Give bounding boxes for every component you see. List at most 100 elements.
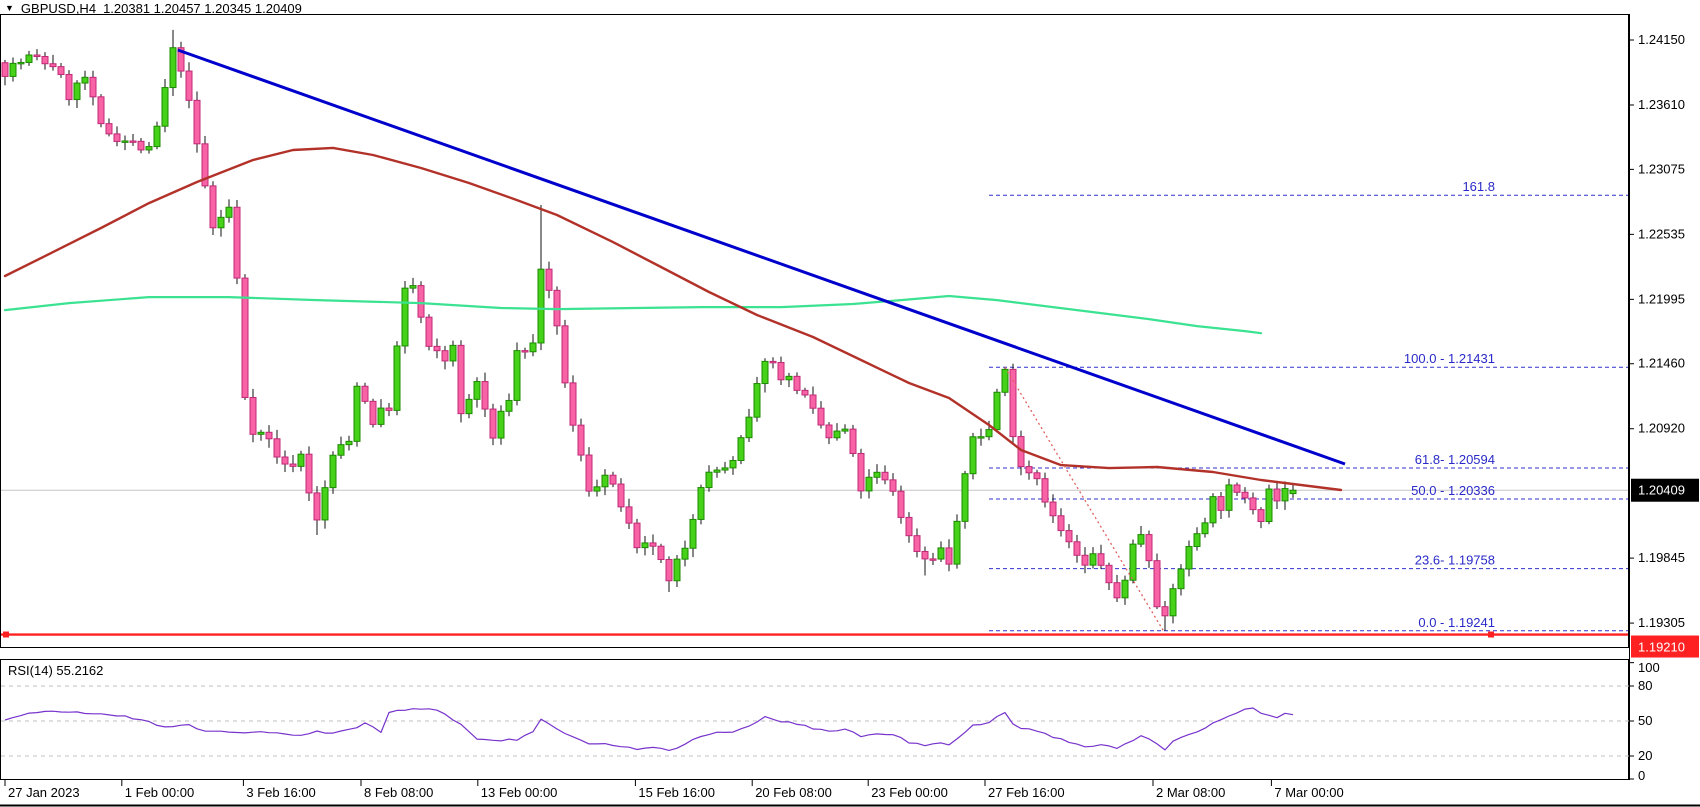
- candle-bull: [497, 410, 505, 439]
- candle-bear: [817, 407, 825, 426]
- candle-bear: [1153, 560, 1161, 608]
- candle-bull: [1177, 568, 1185, 590]
- rsi-tick-label: 80: [1638, 678, 1652, 693]
- time-tick-label: 15 Feb 16:00: [638, 785, 715, 800]
- candle-bull: [713, 469, 721, 473]
- horizontal-support-line[interactable]: [0, 631, 1629, 638]
- candle-bull: [601, 474, 609, 488]
- candle-bull: [745, 416, 753, 439]
- candle-bear: [577, 424, 585, 456]
- candle-bull: [393, 345, 401, 411]
- candle-bull: [673, 558, 681, 582]
- candle-bull: [753, 383, 761, 418]
- candle-bull: [1169, 588, 1177, 617]
- fibonacci-levels[interactable]: 161.8 100.0 - 1.21431 61.8- 1.20594 50.0 - …: [989, 179, 1629, 632]
- main-panel-frame: [0, 14, 1629, 648]
- candle-bull: [1001, 368, 1009, 393]
- current-price-box-label: 1.20409: [1638, 483, 1685, 498]
- candle-bull: [473, 381, 481, 400]
- candle-bear: [825, 424, 833, 439]
- candle-bull: [969, 436, 977, 475]
- candle-bear: [193, 99, 201, 145]
- candle-bear: [857, 452, 865, 492]
- candle-bull: [993, 391, 1001, 431]
- candle-bull: [25, 54, 33, 63]
- candle-bear: [1273, 488, 1281, 502]
- candle-bear: [793, 375, 801, 391]
- candle-bear: [881, 471, 889, 481]
- fib-diagonal-line[interactable]: [1004, 366, 1164, 632]
- rsi-line: [4, 707, 1294, 752]
- candle-bull: [737, 437, 745, 462]
- candle-bear: [489, 408, 497, 439]
- candle-bull: [225, 206, 233, 218]
- candle-bull: [961, 473, 969, 522]
- candle-bear: [889, 479, 897, 492]
- candle-bear: [241, 277, 249, 399]
- time-axis[interactable]: 27 Jan 2023 1 Feb 00:00 3 Feb 16:00 8 Feb 0…: [0, 780, 1700, 807]
- candlesticks: [1, 29, 1297, 631]
- candle-bull: [1225, 484, 1233, 511]
- candle-bull: [937, 547, 945, 560]
- candle-bear: [585, 454, 593, 492]
- candle-bull: [785, 375, 793, 381]
- candle-bear: [945, 547, 953, 565]
- price-tick-label: 1.24150: [1638, 32, 1685, 47]
- chart-ohlc-readout: 1.20381 1.20457 1.20345 1.20409: [103, 1, 302, 16]
- candle-bull: [761, 360, 769, 385]
- candle-bear: [801, 389, 809, 396]
- candle-bull: [841, 428, 849, 432]
- candle-bear: [1041, 478, 1049, 503]
- line-handle[interactable]: [3, 631, 9, 638]
- candle-bull: [9, 62, 17, 77]
- rsi-tick-label: 20: [1638, 748, 1652, 763]
- time-tick-label: 7 Mar 00:00: [1274, 785, 1343, 800]
- line-handle[interactable]: [1488, 631, 1494, 638]
- candle-bull: [153, 125, 161, 148]
- candle-bear: [433, 345, 441, 352]
- candle-bull: [729, 460, 737, 469]
- candle-bear: [65, 73, 73, 101]
- candle-bull: [721, 467, 729, 471]
- candle-bear: [129, 140, 137, 143]
- candle-bull: [505, 399, 513, 412]
- candle-bear: [521, 350, 529, 353]
- candle-bull: [537, 268, 545, 344]
- candle-bear: [305, 453, 313, 494]
- candle-bull: [345, 440, 353, 446]
- candle-bull: [985, 429, 993, 438]
- candle-bull: [337, 444, 345, 456]
- candle-bull: [529, 342, 537, 353]
- candle-bull: [1089, 553, 1097, 566]
- candle-bear: [137, 140, 145, 151]
- time-tick-label: 2 Mar 08:00: [1156, 785, 1225, 800]
- rsi-tick-label: 100: [1638, 660, 1660, 675]
- candle-bull: [1281, 488, 1289, 502]
- candle-bear: [417, 285, 425, 318]
- candle-bear: [1033, 472, 1041, 480]
- rsi-tick-label: 0: [1638, 768, 1645, 783]
- candle-bull: [145, 146, 153, 151]
- chart-dropdown-marker-icon[interactable]: ▼: [5, 3, 14, 13]
- rsi-panel-frame: [0, 659, 1629, 780]
- candle-bear: [1217, 496, 1225, 511]
- candle-bear: [273, 438, 281, 458]
- candle-bull: [865, 476, 873, 492]
- price-tick-label: 1.19305: [1638, 615, 1685, 630]
- candle-bear: [177, 47, 185, 72]
- candle-bear: [201, 143, 209, 187]
- candle-bear: [1025, 466, 1033, 474]
- candle-bear: [1065, 530, 1073, 543]
- candle-bear: [97, 96, 105, 125]
- candle-bull: [681, 547, 689, 560]
- candle-bull: [593, 486, 601, 492]
- candle-bear: [849, 428, 857, 454]
- candle-bull: [353, 385, 361, 442]
- candle-bear: [57, 66, 65, 75]
- descending-trendline[interactable]: [177, 48, 1346, 466]
- candle-bear: [233, 206, 241, 279]
- candle-bull: [833, 430, 841, 439]
- chart-symbol-period: GBPUSD,H4: [20, 1, 97, 16]
